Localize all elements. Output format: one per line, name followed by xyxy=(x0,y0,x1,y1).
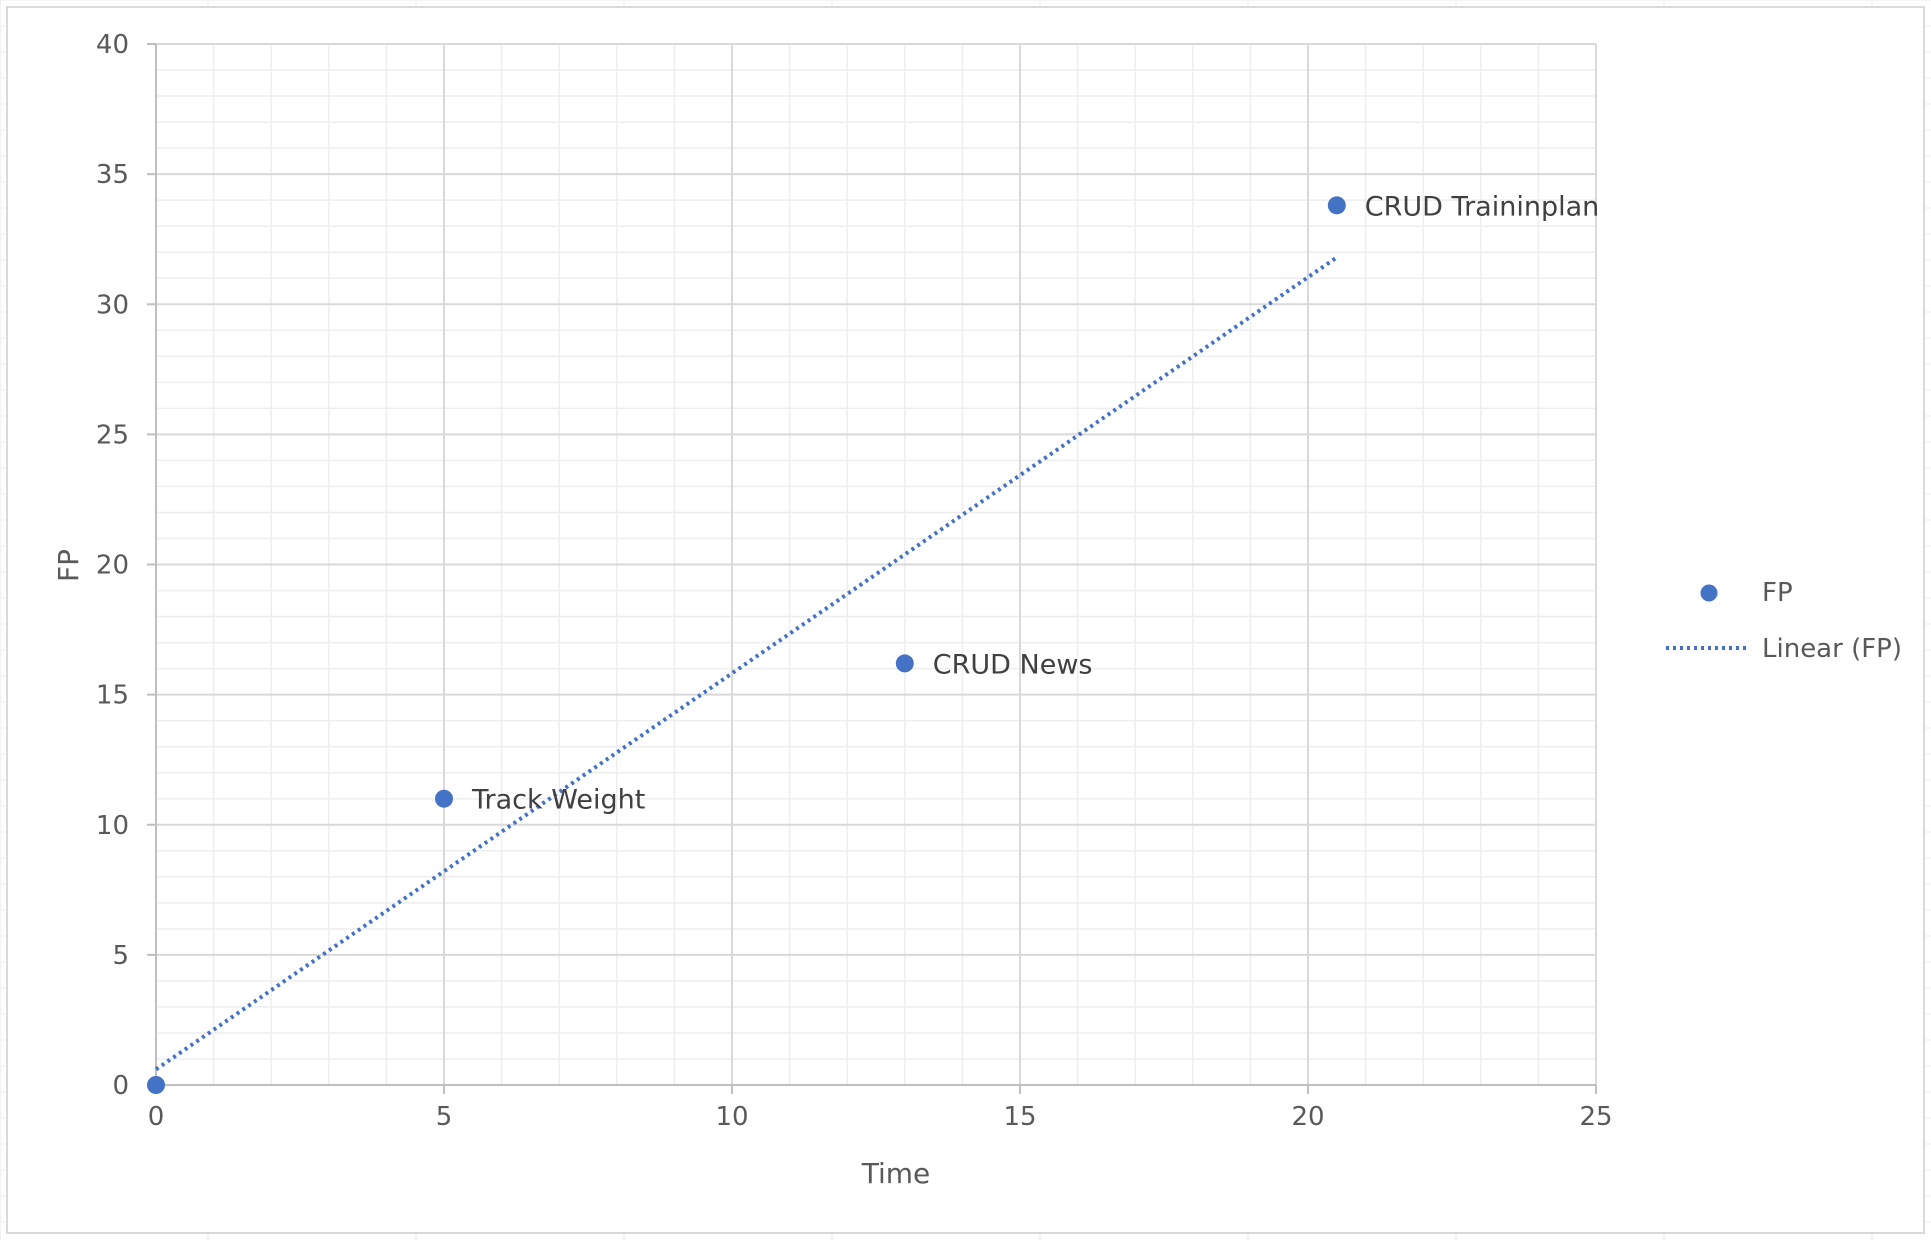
x-axis-title: Time xyxy=(861,1157,931,1190)
legend-fp-marker xyxy=(1700,584,1718,602)
x-tick-label: 5 xyxy=(436,1102,453,1132)
data-point[interactable] xyxy=(435,789,453,808)
data-points-group[interactable]: Track Weight CRUD News CRUD Traininplan xyxy=(147,191,1599,1094)
y-tick-label: 15 xyxy=(96,681,129,711)
legend-trendline-label: Linear (FP) xyxy=(1762,634,1902,664)
y-tick-label: 10 xyxy=(96,811,129,841)
x-tick-label: 15 xyxy=(1003,1102,1036,1132)
chart-frame[interactable] xyxy=(6,6,1925,1234)
y-tick-label: 40 xyxy=(96,30,129,60)
data-point[interactable] xyxy=(1327,196,1346,215)
y-tick-label: 30 xyxy=(96,290,129,320)
x-tick-label: 0 xyxy=(148,1102,165,1132)
legend[interactable]: FP Linear (FP) xyxy=(1666,578,1902,664)
y-tick-label: 35 xyxy=(96,160,129,190)
legend-fp-label: FP xyxy=(1762,578,1793,608)
y-tick-label: 20 xyxy=(96,551,129,581)
data-point[interactable] xyxy=(895,654,914,673)
trendline-linear-fp[interactable] xyxy=(154,255,1338,1072)
x-tick-label: 10 xyxy=(715,1102,748,1132)
data-label: CRUD News xyxy=(933,649,1093,680)
y-tick-label: 25 xyxy=(96,420,129,450)
trendline-group[interactable] xyxy=(154,255,1338,1072)
y-tick-label: 0 xyxy=(112,1071,129,1101)
data-label: CRUD Traininplan xyxy=(1365,191,1599,222)
y-tick-label: 5 xyxy=(112,941,129,971)
axes: 0 5 10 15 20 25 0 5 10 15 20 25 30 35 40 xyxy=(96,30,1613,1132)
x-tick-label: 25 xyxy=(1579,1102,1612,1132)
x-tick-label: 20 xyxy=(1291,1102,1324,1132)
data-label: Track Weight xyxy=(471,785,645,816)
y-axis-title: FP xyxy=(52,549,85,582)
data-point[interactable] xyxy=(147,1076,165,1094)
